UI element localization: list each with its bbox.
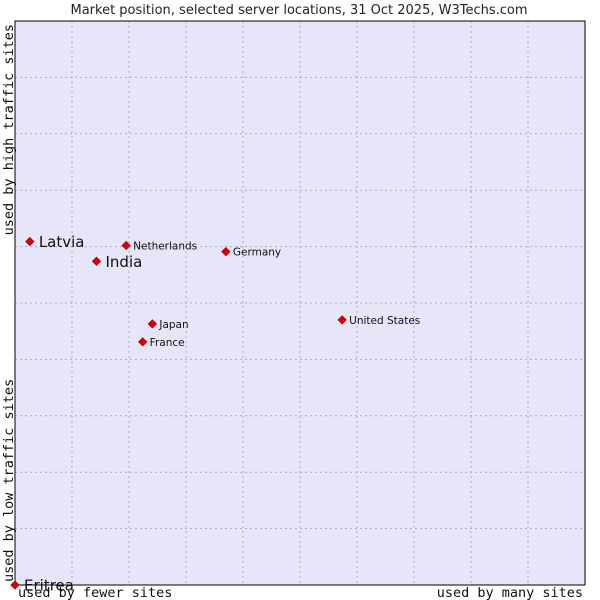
point-marker-japan (147, 319, 157, 329)
point-marker-eritrea (10, 580, 20, 590)
point-label-germany: Germany (233, 247, 281, 259)
point-label-japan: Japan (158, 319, 188, 331)
point-marker-netherlands (121, 240, 131, 251)
point-marker-latvia (25, 236, 35, 247)
plot-frame (14, 20, 586, 586)
point-marker-germany (221, 247, 231, 257)
point-label-india: India (106, 253, 143, 271)
y-axis-label-bottom: used by low traffic sites (1, 379, 17, 582)
chart-title: Market position, selected server locatio… (70, 3, 527, 18)
grid-lines (15, 21, 585, 585)
y-axis-label-top: used by high traffic sites (1, 24, 17, 235)
point-label-netherlands: Netherlands (133, 240, 197, 252)
x-axis-label-left: used by fewer sites (18, 585, 172, 600)
point-label-france: France (150, 337, 185, 349)
x-axis-label-right: used by many sites (437, 585, 583, 600)
point-label-latvia: Latvia (39, 233, 85, 251)
point-marker-india (91, 256, 102, 266)
point-label-eritrea: Eritrea (24, 577, 74, 595)
point-marker-france (138, 337, 148, 347)
point-label-united-states: United States (349, 315, 420, 327)
point-marker-united-states (337, 315, 347, 325)
